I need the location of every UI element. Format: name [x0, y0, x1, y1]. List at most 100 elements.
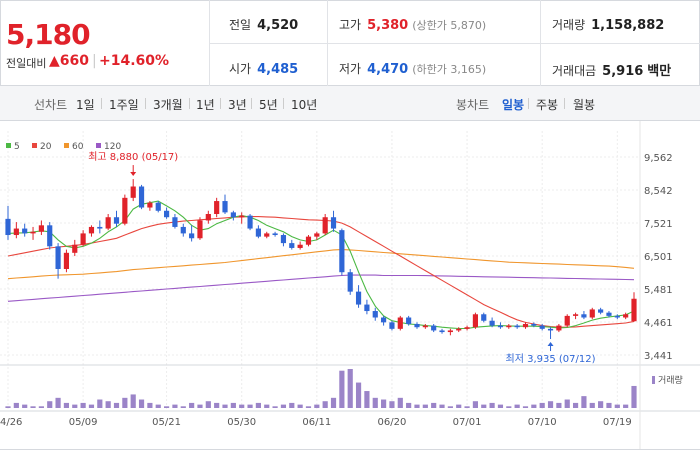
volume-bar	[614, 404, 620, 408]
high-value: 5,380	[367, 18, 409, 33]
candle-body	[631, 298, 637, 322]
volume-bar	[247, 404, 253, 408]
volume-bar	[631, 385, 637, 408]
volume-bar	[147, 402, 153, 408]
candle-body	[606, 312, 612, 316]
moving-average-lines	[7, 200, 635, 330]
candle-body	[439, 330, 445, 333]
volume-bar	[30, 406, 36, 408]
candle-daily-button[interactable]: 일봉	[502, 98, 525, 112]
candle-body	[172, 217, 178, 227]
high-label: 고가	[339, 18, 362, 32]
candle-body	[406, 317, 412, 324]
volume-label: 거래량	[552, 18, 586, 32]
range-3m-button[interactable]: 3개월	[153, 98, 183, 112]
volume-bar	[372, 397, 378, 408]
range-1d-button[interactable]: 1일	[76, 98, 95, 112]
low-label: 저가	[339, 62, 362, 76]
candle-body	[355, 291, 362, 305]
volume-bar	[606, 402, 612, 408]
range-10y-button[interactable]: 10년	[291, 98, 318, 112]
y-tick-label: 6,501	[644, 252, 673, 263]
y-tick-label: 5,481	[644, 285, 673, 296]
volume-bar	[598, 401, 604, 408]
candle-body	[531, 323, 537, 326]
volume-bar	[38, 406, 44, 408]
candle-body	[180, 226, 186, 234]
candle-weekly-button[interactable]: 주봉	[536, 98, 559, 112]
volume-bar	[355, 382, 362, 408]
range-5y-button[interactable]: 5년	[259, 98, 278, 112]
volume-bar	[414, 404, 420, 408]
y-axis: 9,562 8,542 7,521 6,501 5,481 4,461 3,441	[644, 153, 673, 362]
candle-body	[364, 304, 370, 312]
candle-body	[431, 325, 437, 331]
low-price: 저가 4,470 (하한가 3,165)	[339, 60, 486, 77]
x-axis: 04/26 05/09 05/21 05/30 06/11 06/20 07/01 07/10…	[0, 417, 632, 428]
volume-bar	[264, 404, 270, 408]
candle-monthly-button[interactable]: 월봉	[573, 98, 596, 112]
candle-chart-label: 봉차트	[456, 98, 490, 112]
y-tick-label: 9,562	[644, 153, 673, 164]
candle-body	[55, 246, 61, 269]
candle-body	[222, 201, 228, 213]
divider	[251, 98, 252, 109]
candle-body	[138, 186, 145, 208]
volume-bar	[163, 406, 170, 408]
candle-body	[247, 215, 253, 229]
candle-body	[88, 226, 95, 234]
legend: 5 20 60 120	[6, 142, 121, 152]
candle-body	[264, 233, 270, 237]
volume-bar	[456, 404, 462, 408]
up-arrow-icon: ▲	[49, 53, 60, 69]
volume-bar	[397, 397, 403, 408]
volume-bar	[22, 404, 28, 408]
candle-body	[22, 228, 28, 234]
volume-bar	[330, 397, 337, 408]
candle-body	[280, 235, 287, 244]
prev-close-value: 4,520	[257, 18, 299, 33]
ma5-line	[7, 200, 635, 330]
candle-body	[80, 233, 86, 245]
divider	[189, 98, 190, 109]
candle-body	[155, 202, 161, 211]
candle-body	[230, 212, 236, 218]
candle-body	[38, 225, 44, 232]
change-value: ▲660	[49, 53, 89, 69]
candle-body	[489, 320, 495, 326]
x-tick-label: 04/26	[0, 417, 22, 428]
candle-body	[189, 233, 195, 239]
volume-bar	[439, 404, 445, 408]
candle-body	[97, 226, 103, 229]
change-separator: |	[92, 53, 97, 69]
candle-body	[330, 217, 337, 229]
candle-body	[464, 327, 470, 329]
volume-bar	[122, 397, 128, 408]
candle-body	[63, 252, 70, 269]
range-1w-button[interactable]: 1주일	[109, 98, 139, 112]
volume-bar	[481, 404, 487, 408]
candle-body	[72, 244, 78, 253]
range-1y-button[interactable]: 1년	[196, 98, 215, 112]
trade-amount: 거래대금 5,916 백만	[552, 60, 671, 79]
candle-body	[105, 217, 111, 229]
upper-limit: (상한가 5,870)	[412, 19, 487, 32]
volume: 거래량 1,158,882	[552, 16, 664, 33]
volume-legend-label: 거래량	[658, 374, 683, 386]
candle-body	[598, 309, 604, 313]
divider	[209, 43, 700, 44]
candle-body	[122, 197, 128, 224]
volume-bar	[47, 401, 53, 408]
candle-body	[564, 315, 570, 326]
annotations: 최고 8,880 (05/17) 최저 3,935 (07/12)	[88, 151, 595, 365]
legend-swatch	[32, 143, 37, 148]
volume-bar	[305, 406, 312, 408]
candle-body	[372, 311, 378, 318]
volume-bar	[297, 404, 303, 408]
range-3y-button[interactable]: 3년	[228, 98, 247, 112]
candle-body	[113, 217, 120, 224]
legend-swatch	[64, 143, 69, 148]
volume-bar	[113, 402, 120, 408]
volume-bar	[539, 402, 545, 408]
volume-bar	[431, 402, 437, 408]
